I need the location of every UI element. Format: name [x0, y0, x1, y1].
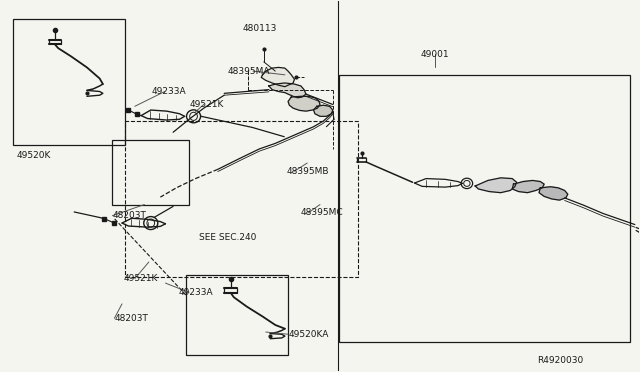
Bar: [13, 19, 125, 145]
Text: 48395MA: 48395MA: [227, 67, 270, 76]
Text: R4920030: R4920030: [537, 356, 584, 365]
Text: 48395MB: 48395MB: [287, 167, 330, 176]
Polygon shape: [475, 178, 516, 193]
Text: 49520K: 49520K: [17, 151, 51, 160]
Text: 49233A: 49233A: [178, 288, 213, 297]
Text: 48203T: 48203T: [115, 314, 148, 323]
Text: 48395MC: 48395MC: [301, 208, 344, 217]
Text: 48203T: 48203T: [113, 211, 147, 220]
Bar: [113, 140, 189, 205]
Polygon shape: [314, 105, 333, 116]
Bar: [186, 275, 288, 355]
Text: 480113: 480113: [242, 24, 276, 33]
Polygon shape: [269, 83, 306, 98]
Bar: [339, 75, 630, 341]
Polygon shape: [512, 180, 544, 193]
Text: 49521K: 49521K: [189, 100, 223, 109]
Polygon shape: [288, 96, 320, 111]
Polygon shape: [261, 67, 294, 87]
Text: SEE SEC.240: SEE SEC.240: [198, 233, 256, 243]
Text: 49520KA: 49520KA: [288, 330, 328, 339]
Text: 49521K: 49521K: [124, 274, 158, 283]
Text: 49001: 49001: [421, 50, 449, 59]
Polygon shape: [539, 187, 568, 200]
Text: 49233A: 49233A: [152, 87, 187, 96]
Bar: [125, 121, 358, 277]
